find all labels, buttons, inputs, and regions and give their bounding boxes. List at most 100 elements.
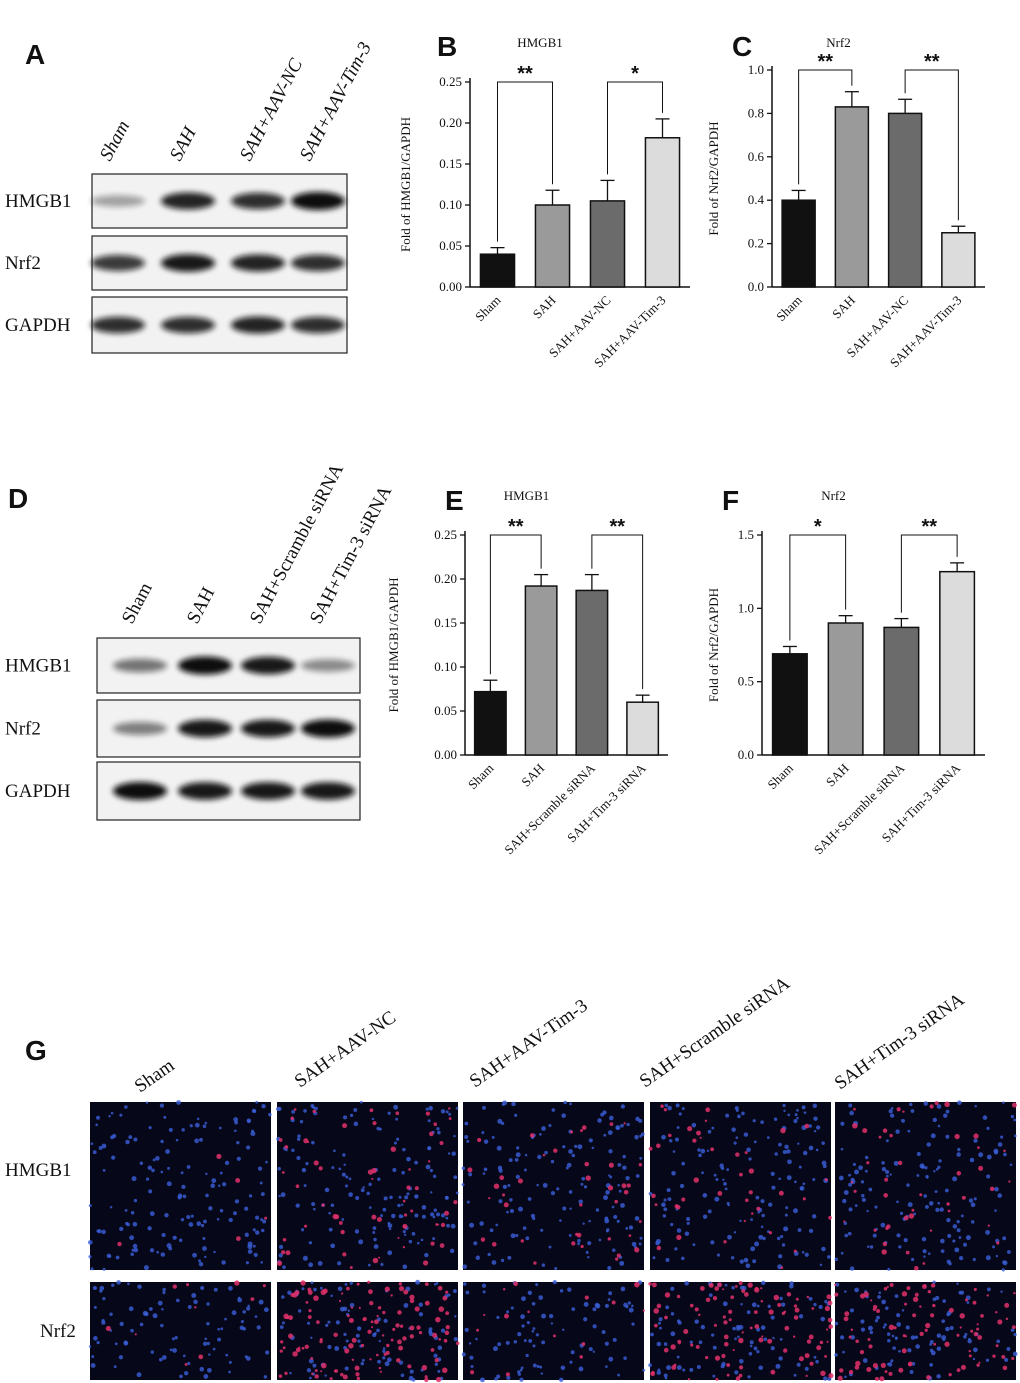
stain [1011, 1102, 1017, 1108]
nucleus [483, 1139, 489, 1144]
nucleus [376, 1328, 380, 1333]
nucleus [914, 1335, 919, 1340]
nucleus [263, 1375, 268, 1379]
nucleus [279, 1244, 284, 1250]
nucleus [432, 1174, 437, 1178]
nucleus [681, 1256, 685, 1261]
nucleus [598, 1238, 602, 1242]
nucleus [167, 1166, 170, 1170]
nucleus [164, 1212, 169, 1218]
nucleus [623, 1302, 628, 1308]
stain [710, 1147, 715, 1152]
nucleus [92, 1285, 97, 1291]
nucleus [521, 1296, 526, 1302]
stain [395, 1111, 400, 1116]
nucleus [482, 1290, 486, 1294]
stain [726, 1363, 731, 1368]
nucleus [930, 1133, 936, 1139]
nucleus [246, 1145, 251, 1150]
row-label: Nrf2 [40, 1321, 76, 1342]
stain [739, 1172, 743, 1177]
nucleus [948, 1262, 952, 1266]
stain [172, 1284, 177, 1289]
stain [848, 1335, 852, 1339]
nucleus [387, 1250, 393, 1256]
column-label: SAH+AAV-NC [291, 1007, 400, 1092]
stain [542, 1153, 546, 1157]
nucleus [611, 1205, 615, 1209]
nucleus [519, 1368, 523, 1372]
stain [758, 1337, 764, 1343]
nucleus [779, 1337, 783, 1341]
stain [615, 1257, 619, 1261]
nucleus [147, 1165, 153, 1170]
stain [671, 1365, 677, 1370]
y-tick-label: 0.15 [439, 156, 462, 171]
nucleus [942, 1338, 946, 1342]
nucleus [496, 1315, 500, 1320]
nucleus [743, 1257, 749, 1263]
nucleus [754, 1241, 760, 1247]
stain [919, 1331, 924, 1337]
nucleus [90, 1142, 94, 1146]
nucleus [464, 1327, 469, 1333]
nucleus [182, 1194, 187, 1199]
nucleus [536, 1365, 540, 1369]
stain [873, 1228, 877, 1232]
nucleus [162, 1291, 166, 1295]
stain [929, 1229, 933, 1232]
nucleus [932, 1280, 936, 1284]
stain [901, 1348, 907, 1354]
nucleus [986, 1174, 991, 1179]
nucleus [751, 1302, 757, 1308]
image-background [463, 1282, 644, 1380]
nucleus [158, 1357, 163, 1362]
panel-letter: E [445, 485, 464, 516]
stain [378, 1366, 382, 1370]
stain [723, 1320, 728, 1325]
nucleus [752, 1119, 756, 1123]
stain [756, 1206, 761, 1211]
stain [264, 1216, 268, 1220]
nucleus [90, 1363, 96, 1368]
nucleus [525, 1353, 529, 1358]
nucleus [343, 1115, 348, 1120]
nucleus [781, 1302, 786, 1307]
nucleus [507, 1183, 511, 1187]
nucleus [395, 1117, 399, 1121]
stain [435, 1316, 441, 1323]
lane-label: SAH+AAV-NC [236, 55, 307, 164]
nucleus [652, 1256, 656, 1260]
stain [804, 1353, 810, 1359]
nucleus [199, 1366, 205, 1372]
nucleus [519, 1377, 524, 1382]
stain [834, 1283, 837, 1286]
stain [805, 1374, 808, 1377]
stain [346, 1286, 350, 1291]
stain [978, 1361, 981, 1364]
nucleus [899, 1211, 904, 1215]
stain [853, 1107, 856, 1111]
stain [628, 1234, 632, 1237]
nucleus [493, 1346, 498, 1352]
nucleus [338, 1167, 342, 1171]
nucleus [753, 1346, 758, 1351]
nucleus [102, 1267, 106, 1271]
nucleus [328, 1211, 331, 1215]
nucleus [784, 1144, 789, 1150]
nucleus [618, 1189, 622, 1193]
nucleus [524, 1168, 527, 1172]
nucleus [658, 1317, 663, 1322]
blot-band [241, 656, 295, 675]
nucleus [620, 1123, 624, 1128]
nucleus [181, 1184, 186, 1189]
nucleus [1004, 1357, 1009, 1363]
stain [738, 1373, 743, 1378]
nucleus [770, 1315, 775, 1320]
stain [377, 1306, 382, 1310]
stain [444, 1210, 450, 1216]
fluorescence-image [87, 1100, 272, 1271]
nucleus [425, 1164, 431, 1170]
nucleus [93, 1336, 98, 1341]
stain [398, 1282, 403, 1286]
